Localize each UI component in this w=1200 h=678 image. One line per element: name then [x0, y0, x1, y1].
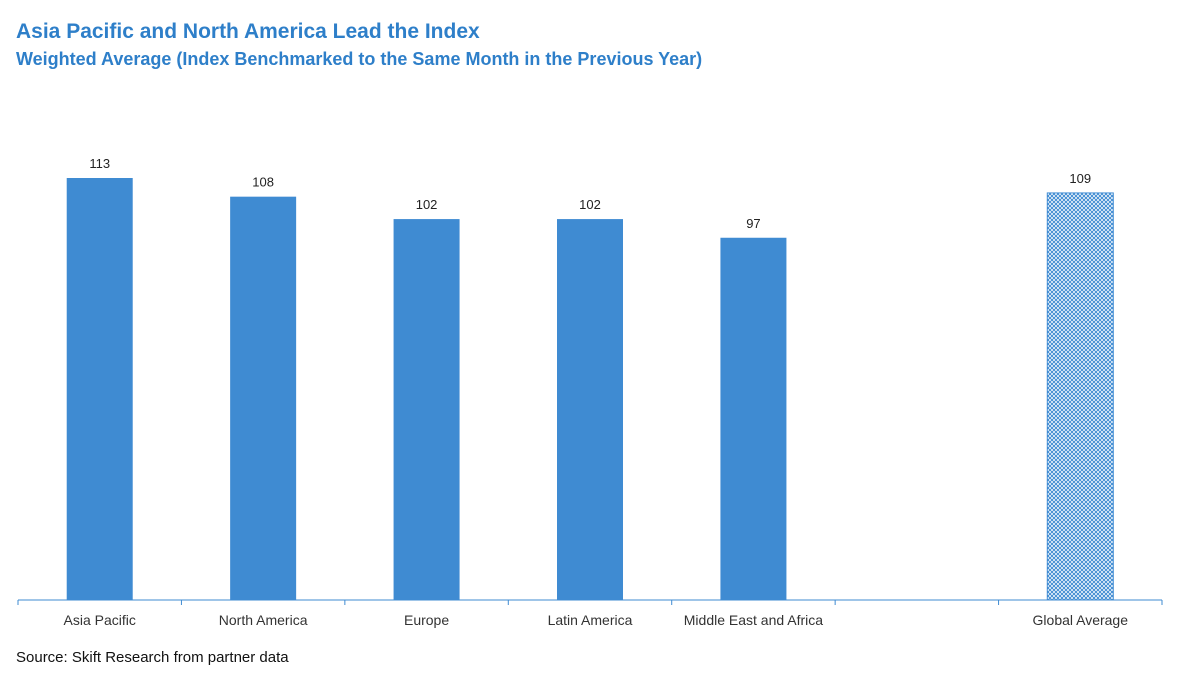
bar-asia-pacific	[66, 178, 133, 600]
bars-group: 113 108 102 102 97 109	[66, 156, 1114, 601]
category-label-asia-pacific: Asia Pacific	[64, 612, 136, 628]
bar-latin-america	[557, 219, 623, 600]
x-axis: Asia Pacific North America Europe Latin Ame…	[17, 599, 1163, 628]
category-label-latin-america: Latin America	[548, 612, 633, 628]
bar-chart: 113 108 102 102 97 109 Asia Pacific North Amer…	[17, 156, 1163, 628]
category-label-global-average: Global Average	[1033, 612, 1129, 628]
data-label-global-average: 109	[1069, 171, 1091, 186]
data-label-europe: 102	[416, 197, 438, 212]
chart-subtitle: Weighted Average (Index Benchmarked to t…	[16, 49, 703, 69]
chart-title: Asia Pacific and North America Lead the …	[16, 20, 480, 43]
data-label-north-america: 108	[252, 175, 274, 190]
category-label-middle-east-and-africa: Middle East and Africa	[684, 612, 824, 628]
category-label-europe: Europe	[404, 612, 449, 628]
data-label-latin-america: 102	[579, 197, 601, 212]
bar-europe	[393, 219, 460, 600]
bar-global-average	[1046, 192, 1114, 601]
data-label-middle-east-and-africa: 97	[746, 216, 760, 231]
data-label-asia-pacific: 113	[89, 156, 110, 171]
bar-north-america	[230, 196, 297, 601]
category-label-north-america: North America	[219, 612, 308, 628]
bar-middle-east-and-africa	[720, 237, 787, 601]
source-note: Source: Skift Research from partner data	[16, 649, 289, 666]
